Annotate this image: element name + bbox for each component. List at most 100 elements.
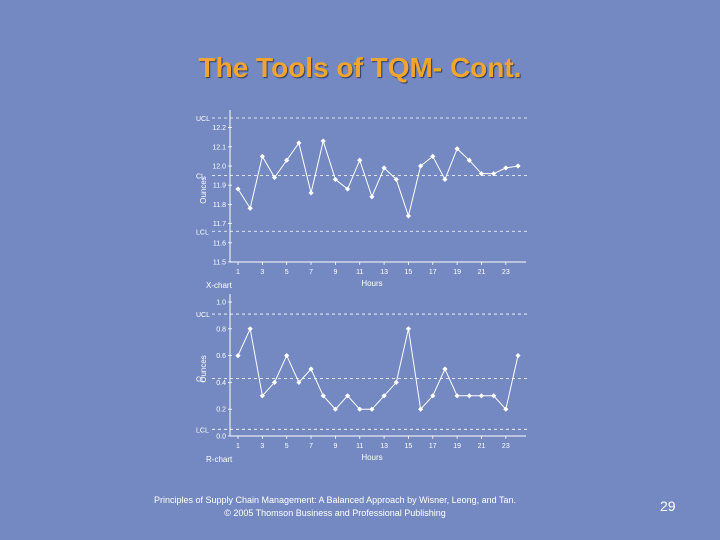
x-tick-label: 5 (285, 269, 289, 276)
chart-label: X-chart (206, 281, 233, 290)
control-label-ucl: UCL (196, 116, 210, 123)
control-label-ucl: UCL (196, 312, 210, 319)
data-point (466, 393, 472, 399)
x-tick-label: 15 (405, 443, 413, 450)
data-point (259, 153, 265, 159)
data-point (478, 393, 485, 399)
x-tick-label: 19 (453, 443, 461, 450)
control-label-lcl: LCL (196, 427, 209, 434)
data-point (503, 165, 509, 171)
data-point (247, 205, 253, 211)
r-chart: 0.00.20.40.60.81.01 3 5 7 9 11 13 15 17 19 21 23UCL… (196, 294, 530, 464)
y-tick-label: 0.6 (216, 353, 226, 360)
y-tick-label: 11.9 (213, 183, 226, 190)
x-tick-label: 23 (502, 443, 510, 450)
x-tick-label: 1 (236, 269, 240, 276)
y-tick-label: 0.2 (216, 407, 226, 414)
data-point (296, 379, 302, 385)
x-tick-label: 11 (356, 443, 363, 450)
data-point (332, 406, 338, 412)
data-point (442, 366, 448, 372)
x-tick-label: 3 (260, 269, 264, 276)
data-point (515, 353, 521, 359)
x-tick-label: 17 (429, 443, 437, 450)
data-point (344, 186, 351, 192)
y-tick-label: 11.5 (213, 260, 226, 267)
series-line (237, 139, 519, 218)
data-point (381, 393, 387, 399)
data-point (454, 393, 460, 399)
data-point (418, 163, 424, 169)
y-tick-label: 0.8 (216, 326, 226, 333)
x-tick-label: 1 (236, 443, 240, 450)
data-point (454, 146, 460, 152)
y-tick-label: 12.0 (212, 164, 226, 171)
y-tick-label: 12.2 (212, 125, 226, 132)
x-tick-label: 23 (502, 269, 510, 276)
data-point (320, 393, 326, 399)
y-tick-label: 12.1 (212, 144, 226, 151)
y-tick-label: 0.4 (216, 380, 226, 387)
control-label-cl: CL (196, 376, 205, 383)
footer-copyright: © 2005 Thomson Business and Professional… (224, 508, 446, 518)
data-point (308, 366, 314, 372)
data-point (381, 165, 387, 171)
data-point (369, 194, 375, 200)
slide-title: The Tools of TQM- Cont. (198, 52, 522, 83)
series-line (237, 327, 519, 411)
chart-label: R-chart (206, 455, 233, 464)
y-tick-label: 11.8 (213, 202, 226, 209)
y-axis-label: Ounces (199, 176, 208, 204)
data-point (308, 190, 314, 196)
data-point (491, 171, 497, 177)
data-point (478, 171, 485, 177)
y-tick-label: 1.0 (216, 300, 226, 307)
data-point (393, 176, 399, 183)
data-point (405, 213, 412, 219)
data-point (393, 379, 399, 385)
data-point (430, 393, 436, 399)
data-point (418, 406, 424, 412)
data-point (357, 406, 363, 412)
data-point (259, 393, 265, 399)
x-axis-label: Hours (361, 279, 382, 288)
data-point (271, 174, 278, 181)
y-tick-label: 11.7 (213, 221, 226, 228)
x-tick-label: 9 (333, 269, 337, 276)
data-point (235, 186, 241, 192)
x-tick-label: 13 (380, 443, 388, 450)
data-point (491, 393, 497, 399)
y-tick-label: 0.0 (216, 434, 226, 441)
data-point (284, 353, 290, 359)
data-point (515, 163, 521, 169)
data-point (296, 140, 302, 146)
data-point (247, 326, 253, 332)
slide-footer: Principles of Supply Chain Management: A… (150, 494, 520, 520)
x-tick-label: 9 (333, 443, 337, 450)
x-tick-label: 13 (380, 269, 388, 276)
x-tick-label: 21 (478, 443, 486, 450)
x-tick-label: 21 (478, 269, 486, 276)
x-tick-label: 11 (356, 269, 363, 276)
data-point (357, 157, 363, 163)
data-point (369, 406, 375, 412)
data-point (284, 157, 290, 163)
data-point (503, 406, 509, 412)
data-point (235, 353, 241, 359)
x-tick-label: 3 (260, 443, 264, 450)
data-point (442, 176, 448, 183)
y-tick-label: 11.6 (213, 240, 226, 247)
data-point (344, 393, 351, 399)
data-point (430, 153, 436, 159)
x-tick-label: 19 (453, 269, 461, 276)
footer-citation: Principles of Supply Chain Management: A… (153, 495, 517, 505)
page-number: 29 (660, 498, 676, 514)
y-axis-label: Ounces (199, 355, 208, 383)
data-point (271, 379, 278, 385)
x-axis-label: Hours (361, 453, 382, 462)
data-point (405, 326, 412, 332)
data-point (332, 176, 338, 183)
x-tick-label: 5 (285, 443, 289, 450)
x-chart: 11.511.611.711.811.912.012.112.21 3 5 7 9 11 1… (196, 110, 530, 290)
